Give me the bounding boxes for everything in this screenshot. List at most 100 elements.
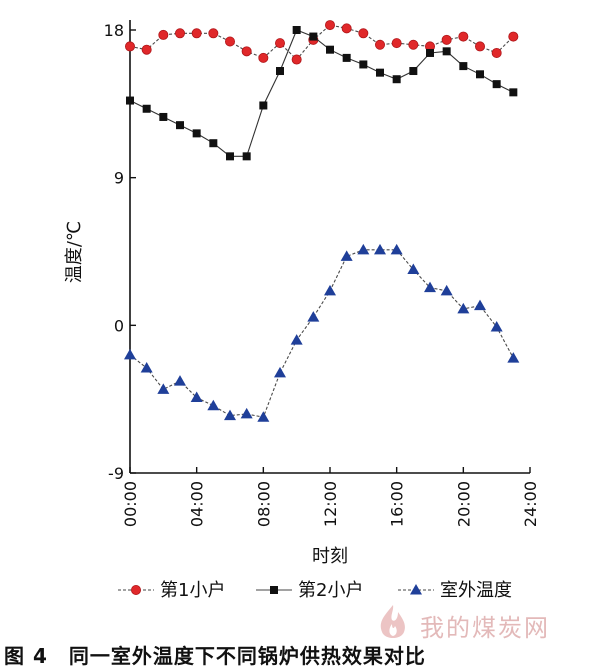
chart: -9 0 9 18 00:00 04:00 08:00 12:00 16:00 20:00 24:… bbox=[64, 20, 540, 601]
x-tick-label: 12:00 bbox=[321, 481, 340, 527]
data-point bbox=[408, 39, 419, 50]
legend-label: 第1小户 bbox=[160, 580, 225, 601]
data-point bbox=[226, 152, 234, 161]
data-point bbox=[442, 47, 451, 56]
data-point bbox=[276, 67, 284, 76]
data-point bbox=[509, 88, 518, 97]
x-tick-label: 04:00 bbox=[188, 481, 207, 527]
legend-label: 室外温度 bbox=[440, 580, 512, 601]
data-point bbox=[474, 41, 485, 52]
data-point bbox=[374, 243, 386, 255]
data-point bbox=[241, 46, 252, 57]
data-point bbox=[359, 60, 368, 69]
data-point bbox=[340, 250, 353, 261]
data-point bbox=[390, 243, 403, 255]
x-tick-label: 00:00 bbox=[121, 481, 140, 527]
flame-logo-icon bbox=[380, 605, 405, 638]
data-point bbox=[342, 53, 351, 62]
data-point bbox=[324, 20, 335, 31]
data-point bbox=[291, 54, 302, 65]
data-point bbox=[324, 284, 336, 296]
data-point bbox=[476, 70, 484, 79]
y-axis-ticks: -9 0 9 18 bbox=[104, 21, 136, 483]
data-point bbox=[326, 45, 334, 54]
data-point bbox=[224, 36, 235, 47]
data-point bbox=[224, 409, 236, 421]
data-point bbox=[441, 34, 452, 45]
data-point bbox=[159, 112, 168, 121]
y-tick-label: -9 bbox=[108, 464, 124, 483]
y-axis-title: 温度/℃ bbox=[64, 221, 85, 283]
data-point bbox=[309, 32, 318, 41]
data-point bbox=[190, 391, 203, 403]
data-point bbox=[490, 320, 503, 332]
watermark: 我的煤炭网 bbox=[372, 602, 582, 642]
legend-marker bbox=[270, 586, 278, 594]
watermark-text: 我的煤炭网 bbox=[420, 614, 550, 642]
data-point bbox=[391, 38, 402, 49]
series-line bbox=[129, 29, 514, 157]
data-point bbox=[474, 299, 486, 311]
legend-marker bbox=[410, 584, 422, 595]
data-point bbox=[209, 139, 218, 148]
data-point bbox=[124, 348, 136, 360]
x-axis-ticks: 00:00 04:00 08:00 12:00 16:00 20:00 24:00 bbox=[121, 467, 540, 527]
data-point bbox=[508, 31, 519, 42]
data-point bbox=[207, 399, 220, 411]
series-line bbox=[129, 24, 514, 61]
data-point bbox=[258, 52, 269, 63]
data-point bbox=[492, 80, 501, 89]
legend-label: 第2小户 bbox=[298, 580, 363, 601]
x-tick-label: 16:00 bbox=[388, 481, 407, 527]
data-point bbox=[290, 334, 303, 345]
data-point bbox=[257, 411, 270, 422]
x-tick-label: 24:00 bbox=[521, 481, 540, 527]
data-point bbox=[158, 29, 169, 40]
legend-marker bbox=[130, 585, 141, 596]
data-point bbox=[141, 44, 152, 55]
data-point bbox=[157, 383, 170, 394]
data-point bbox=[374, 39, 385, 50]
x-tick-label: 08:00 bbox=[254, 481, 273, 527]
data-point bbox=[174, 375, 186, 386]
data-point bbox=[459, 62, 468, 71]
x-axis-title: 时刻 bbox=[312, 546, 348, 567]
data-point bbox=[274, 38, 285, 49]
data-point bbox=[259, 101, 268, 110]
data-point bbox=[376, 68, 384, 77]
data-point bbox=[125, 41, 136, 52]
data-point bbox=[424, 281, 436, 293]
data-point bbox=[140, 361, 153, 373]
data-point bbox=[426, 48, 434, 57]
series-3 bbox=[124, 243, 520, 422]
y-tick-label: 9 bbox=[114, 169, 124, 188]
figure-caption: 图 4 同一室外温度下不同锅炉供热效果对比 bbox=[4, 644, 426, 668]
data-point bbox=[242, 152, 251, 161]
data-point bbox=[507, 352, 520, 363]
series-1 bbox=[125, 20, 519, 65]
data-point bbox=[458, 31, 469, 42]
data-point bbox=[142, 104, 151, 113]
data-point bbox=[341, 23, 352, 34]
data-point bbox=[208, 28, 219, 39]
plot-area bbox=[129, 20, 530, 474]
data-point bbox=[358, 28, 369, 39]
data-point bbox=[409, 67, 418, 76]
data-point bbox=[126, 96, 134, 105]
legend: 第1小户 第2小户 室外温度 bbox=[118, 580, 512, 601]
data-point bbox=[307, 311, 320, 322]
data-point bbox=[440, 284, 453, 296]
y-tick-label: 18 bbox=[104, 21, 124, 40]
data-point bbox=[407, 263, 420, 275]
data-point bbox=[292, 26, 301, 34]
data-point bbox=[191, 28, 202, 39]
series-2 bbox=[126, 26, 518, 161]
y-tick-label: 0 bbox=[114, 316, 124, 335]
x-tick-label: 20:00 bbox=[454, 481, 473, 527]
data-point bbox=[174, 28, 185, 39]
data-point bbox=[176, 121, 184, 130]
data-point bbox=[392, 75, 401, 84]
data-point bbox=[491, 47, 502, 58]
series-layer bbox=[124, 20, 520, 422]
data-point bbox=[457, 302, 470, 314]
